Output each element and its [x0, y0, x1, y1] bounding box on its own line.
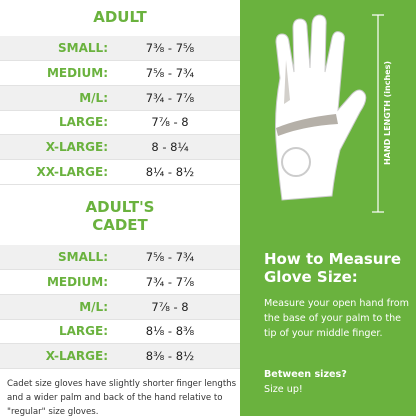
size-row: M/L: 7⅞ - 8: [0, 294, 240, 320]
size-row: SMALL: 7⅝ - 7¾: [0, 245, 240, 270]
body-text: Measure your open hand from the base of …: [264, 298, 409, 339]
size-label: X-LARGE:: [45, 140, 108, 155]
size-chart: ADULT SMALL: 7⅜ - 7⅝ MEDIUM: 7⅝ - 7¾ M/L: 7¾ …: [0, 8, 240, 416]
size-row: M/L: 7¾ - 7⅞: [0, 85, 240, 111]
size-label: LARGE:: [58, 115, 108, 130]
size-row: XX-LARGE: 8¼ - 8½: [0, 160, 240, 185]
size-range: 7¾ - 7⅞: [145, 274, 195, 289]
size-range: 7⅝ - 7¾: [145, 250, 195, 264]
size-label: LARGE:: [58, 324, 108, 339]
size-label: SMALL:: [58, 41, 108, 55]
size-range: 7⅜ - 7⅝: [145, 41, 195, 55]
size-range: 8 - 8¼: [151, 140, 189, 155]
size-range: 8⅜ - 8½: [145, 349, 195, 364]
size-range: 7¾ - 7⅞: [145, 90, 195, 105]
cadet-title: CADET: [92, 216, 148, 234]
heading: Glove Size:: [264, 268, 358, 286]
size-range: 8⅛ - 8⅜: [145, 324, 195, 339]
note: Cadet size gloves have slightly shorter …: [7, 379, 237, 416]
size-label: SMALL:: [58, 250, 108, 264]
size-row: X-LARGE: 8⅜ - 8½: [0, 344, 240, 370]
size-range: 7⅝ - 7¾: [145, 65, 195, 80]
size-label: M/L:: [79, 90, 108, 105]
size-label: MEDIUM:: [46, 65, 108, 80]
size-row: MEDIUM: 7¾ - 7⅞: [0, 270, 240, 295]
cadet-title: ADULT'S: [85, 198, 155, 216]
size-range: 8¼ - 8½: [145, 165, 195, 179]
tip-answer: Size up!: [264, 384, 303, 395]
axis-label: HAND LENGTH (inches): [383, 61, 392, 165]
size-row: X-LARGE: 8 - 8¼: [0, 135, 240, 161]
adult-title: ADULT: [93, 8, 147, 26]
glove-illustration: HAND LENGTH (inches): [275, 14, 392, 213]
size-label: M/L:: [79, 299, 108, 314]
size-range: 7⅞ - 8: [151, 299, 189, 314]
size-label: XX-LARGE:: [36, 165, 108, 179]
size-row: LARGE: 8⅛ - 8⅜: [0, 319, 240, 345]
tip-question: Between sizes?: [264, 369, 347, 380]
size-range: 7⅞ - 8: [151, 115, 189, 130]
heading: How to Measure: [264, 250, 402, 268]
size-row: MEDIUM: 7⅝ - 7¾: [0, 61, 240, 86]
size-label: X-LARGE:: [45, 349, 108, 364]
size-row: LARGE: 7⅞ - 8: [0, 110, 240, 136]
measure-panel: HAND LENGTH (inches) How to Measure Glov…: [240, 0, 416, 416]
size-row: SMALL: 7⅜ - 7⅝: [0, 36, 240, 61]
size-label: MEDIUM:: [46, 274, 108, 289]
